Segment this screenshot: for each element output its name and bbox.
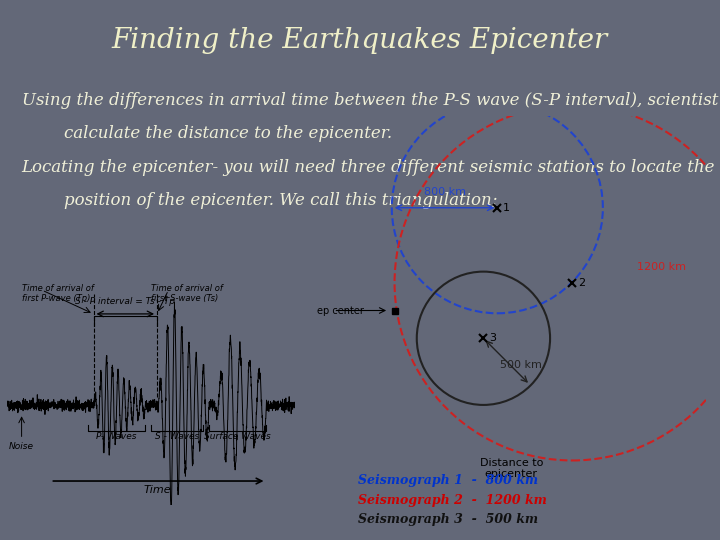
Text: 800 km: 800 km	[423, 187, 466, 197]
Text: 2: 2	[578, 278, 585, 288]
Text: Seismograph 1  -  800 km: Seismograph 1 - 800 km	[359, 474, 539, 488]
Text: Seismograph 3  -  500 km: Seismograph 3 - 500 km	[359, 513, 539, 526]
Text: Using the differences in arrival time between the P-S wave (S-P interval), scien: Using the differences in arrival time be…	[22, 92, 720, 109]
Text: Time of arrival of
first S-wave (Ts): Time of arrival of first S-wave (Ts)	[151, 284, 223, 303]
Text: 500 km: 500 km	[500, 361, 542, 370]
Text: S - P interval = Ts - Tp: S - P interval = Ts - Tp	[76, 297, 175, 306]
Text: Finding the Earthquakes Epicenter: Finding the Earthquakes Epicenter	[112, 27, 608, 54]
Text: Locating the epicenter- you will need three different seismic stations to locate: Locating the epicenter- you will need th…	[22, 159, 720, 176]
Text: 3: 3	[489, 333, 496, 343]
Text: Time: Time	[143, 485, 171, 495]
Text: calculate the distance to the epicenter.: calculate the distance to the epicenter.	[22, 125, 392, 142]
Text: P- Waves: P- Waves	[96, 432, 137, 441]
Text: S - Waves: S - Waves	[155, 432, 199, 441]
Text: ep center: ep center	[317, 306, 364, 315]
Text: Surface Waves: Surface Waves	[204, 432, 271, 441]
Text: Time of arrival of
first P-wave (Tp): Time of arrival of first P-wave (Tp)	[22, 284, 94, 303]
Text: 1: 1	[503, 202, 510, 213]
Text: position of the epicenter. We call this triangulation;: position of the epicenter. We call this …	[22, 192, 497, 209]
Text: Noise: Noise	[9, 442, 34, 451]
Text: Seismograph 2  -  1200 km: Seismograph 2 - 1200 km	[359, 494, 547, 507]
Text: 1200 km: 1200 km	[636, 261, 685, 272]
Text: Distance to
epicenter: Distance to epicenter	[480, 458, 543, 480]
